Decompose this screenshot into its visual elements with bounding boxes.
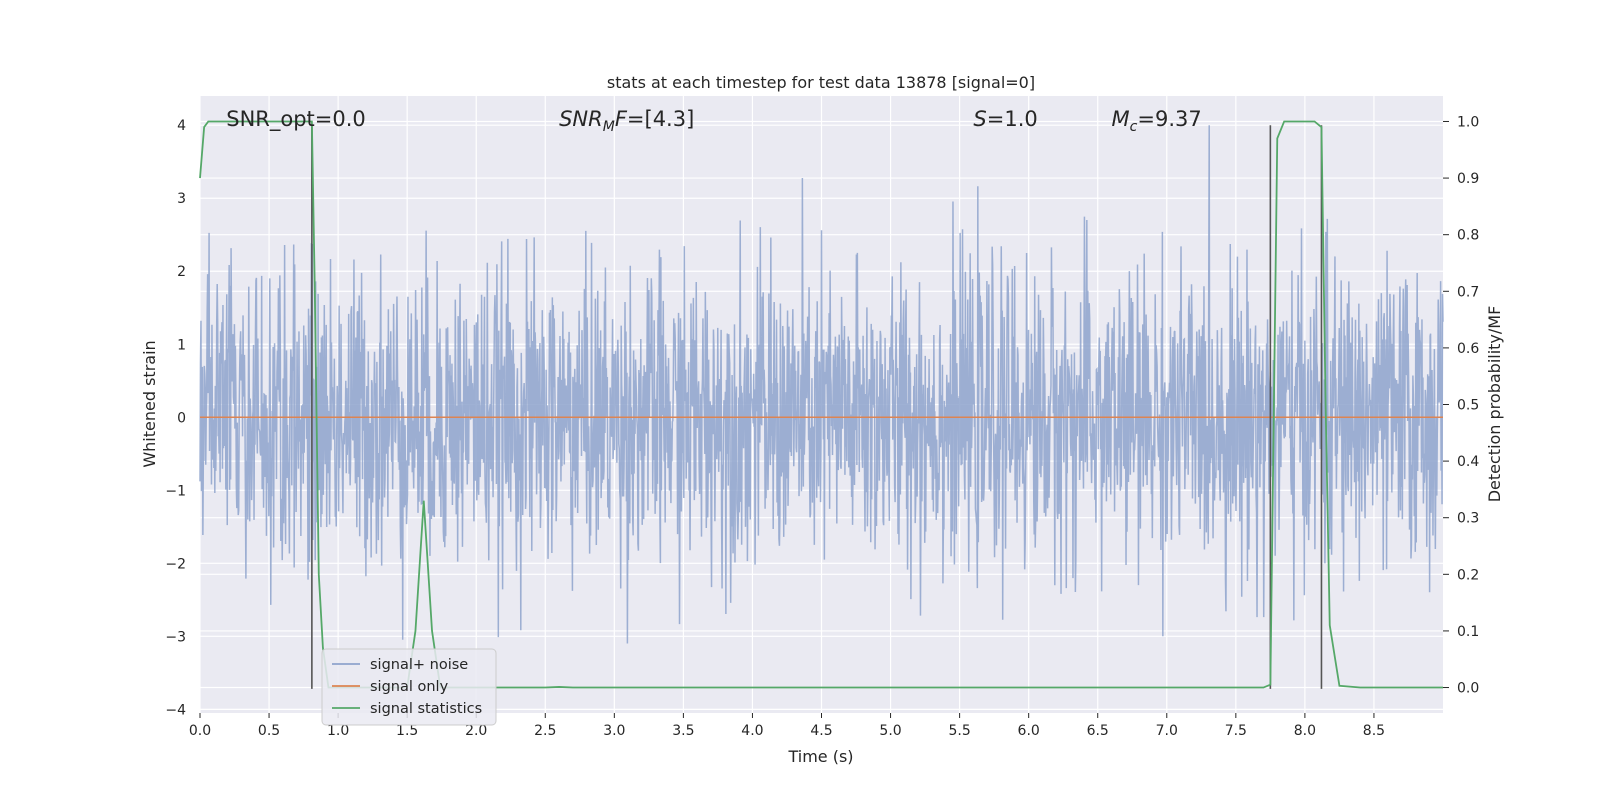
- annotation-part: F: [615, 107, 628, 131]
- legend-label: signal+ noise: [370, 657, 468, 673]
- x-tick-label: 5.0: [879, 723, 901, 739]
- annotation-text: SNRMF=[4.3]: [559, 107, 694, 135]
- y-tick-label-left: 1: [177, 337, 186, 353]
- legend-label: signal statistics: [370, 701, 482, 717]
- y-tick-label-right: 0.6: [1457, 341, 1479, 357]
- x-tick-label: 2.0: [465, 723, 487, 739]
- y-tick-label-right: 0.9: [1457, 171, 1479, 187]
- x-tick-label: 4.0: [741, 723, 763, 739]
- legend-label: signal only: [370, 679, 449, 695]
- x-tick-label: 6.0: [1018, 723, 1040, 739]
- annotation-part: M: [1112, 107, 1130, 131]
- legend: signal+ noise signal only signal statistic…: [321, 648, 497, 726]
- annotation-text: SNR_opt=0.0: [226, 107, 366, 132]
- y-tick-label-right: 0.1: [1457, 624, 1479, 640]
- annotations: SNR_opt=0.0 SNRMF=[4.3] S=1.0 Mc=9.37: [226, 107, 1201, 135]
- x-tick-label: 0.0: [189, 723, 211, 739]
- signal-noise-line: [199, 125, 1444, 644]
- x-tick-label: 1.5: [396, 723, 418, 739]
- y-tick-label-right: 0.2: [1457, 567, 1479, 583]
- y-tick-label-left: −1: [165, 483, 186, 499]
- y-tick-label-right: 0.3: [1457, 511, 1479, 527]
- y-tick-label-left: −4: [165, 702, 186, 718]
- y-tick-label-right: 1.0: [1457, 114, 1479, 130]
- y-tick-label-left: 3: [177, 191, 186, 207]
- annotation-part: =9.37: [1137, 107, 1201, 131]
- signal-noise-series: [199, 125, 1444, 644]
- annotation-part: M: [603, 119, 615, 135]
- annotation-text: S=1.0: [973, 107, 1037, 131]
- x-tick-label: 2.5: [534, 723, 556, 739]
- annotation-part: c: [1130, 119, 1138, 135]
- x-tick-label: 0.5: [258, 723, 280, 739]
- x-axis-label: Time (s): [787, 747, 853, 766]
- annotation-text: Mc=9.37: [1112, 107, 1202, 135]
- y-tick-label-left: 0: [177, 410, 186, 426]
- x-tick-label: 8.5: [1363, 723, 1385, 739]
- y-tick-label-right: 0.5: [1457, 398, 1479, 414]
- y-tick-label-left: 4: [177, 118, 186, 134]
- annotation-part: =1.0: [987, 107, 1038, 131]
- chart-title: stats at each timestep for test data 138…: [607, 73, 1035, 92]
- x-tick-label: 3.0: [603, 723, 625, 739]
- y-axis-label-left: Whitened strain: [140, 340, 159, 467]
- y-tick-label-left: −3: [165, 629, 186, 645]
- annotation-part: =[4.3]: [627, 107, 694, 131]
- annotation-part: S: [973, 107, 986, 131]
- y-tick-label-left: −2: [165, 556, 186, 572]
- y-tick-label-right: 0.7: [1457, 284, 1479, 300]
- y-tick-label-right: 0.0: [1457, 681, 1479, 697]
- y-axis-label-right: Detection probability/MF: [1485, 306, 1504, 503]
- annotation-part: SNR: [559, 107, 603, 131]
- y-tick-label-left: 2: [177, 264, 186, 280]
- ticks: 0.0 0.5 1.0 1.5 2.0 2.5 3.0 3.5 4.0 4.5 5.0 5.5 6.0 6…: [165, 114, 1479, 739]
- x-tick-label: 7.5: [1225, 723, 1247, 739]
- x-tick-label: 5.5: [948, 723, 970, 739]
- y-tick-label-right: 0.8: [1457, 228, 1479, 244]
- x-tick-label: 8.0: [1294, 723, 1316, 739]
- x-tick-label: 7.0: [1156, 723, 1178, 739]
- legend-box: [321, 648, 497, 726]
- x-tick-label: 1.0: [327, 723, 349, 739]
- y-tick-label-right: 0.4: [1457, 454, 1479, 470]
- x-tick-label: 4.5: [810, 723, 832, 739]
- x-tick-label: 6.5: [1087, 723, 1109, 739]
- x-tick-label: 3.5: [672, 723, 694, 739]
